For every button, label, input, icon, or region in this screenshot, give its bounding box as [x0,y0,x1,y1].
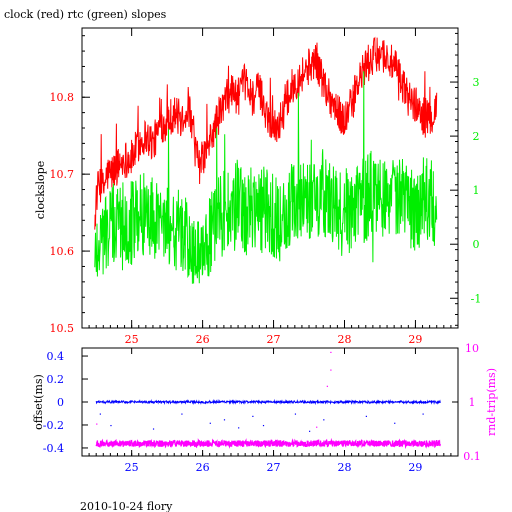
top-y-right-tick-label: 3 [473,76,480,89]
footer-caption: 2010-10-24 flory [80,500,173,512]
offset-outlier-point [294,413,297,415]
bottom-y-left-tick-label: -0.2 [43,419,64,432]
offset-outlier-point [252,415,254,417]
bottom-y-left-tick-label: -0.4 [43,442,64,455]
clock-slope-series [94,36,438,230]
top-y-right-tick-label: 0 [473,238,480,251]
bottom-x-tick-label: 26 [196,461,210,474]
bottom-x-tick-label: 27 [267,461,281,474]
rnd-trip-outlier-point [330,351,332,354]
bottom-y-left-tick-label: 0 [57,396,64,409]
chart-title: clock (red) rtc (green) slopes [4,8,167,21]
offset-outlier-point [238,427,240,429]
top-y-left-tick-label: 10.6 [50,245,75,258]
bottom-x-tick-label: 29 [408,461,422,474]
y-axis-label-clockslope: clockslope [34,161,47,219]
top-plot-frame [81,27,459,329]
rnd-trip-outlier-point [326,385,328,387]
bottom-x-tick-label: 28 [337,461,351,474]
top-y-right-tick-label: 2 [473,130,480,143]
top-x-tick-label: 25 [125,333,139,346]
offset-outlier-point [209,422,211,424]
top-x-tick-label: 28 [337,333,351,346]
offset-outlier-point [110,424,112,427]
offset-outlier-point [181,413,183,415]
bottom-y-left-tick-label: 0.2 [47,373,65,386]
bottom-plot-area: 25 26 27 28 29 0.4 0.2 0 -0.2 -0.4 10 1 0.1 [43,342,481,474]
offset-outlier-point [422,413,424,415]
offset-outlier-point [394,422,396,424]
top-y-right-tick-label: 1 [473,184,480,197]
offset-outlier-point [309,430,311,432]
bottom-x-tick-label: 25 [125,461,139,474]
offset-series [95,398,441,406]
top-x-tick-label: 27 [267,333,281,346]
top-plot-area: 25 26 27 28 29 10.5 10.6 10.7 10.8 -1 0 1 2 3 [50,27,482,346]
rtc-slope-series [94,71,438,284]
bottom-y-right-tick-label: 10 [465,342,479,355]
y-axis-label-offset: offset(ms) [32,374,45,430]
rnd-trip-outlier-point [316,426,318,428]
top-y-left-tick-label: 10.5 [50,322,75,335]
offset-outlier-point [365,415,367,417]
rnd-trip-outlier-point [330,369,332,371]
top-x-tick-label: 26 [196,333,210,346]
bottom-y-left-tick-label: 0.4 [47,350,65,363]
rnd-trip-series [95,437,441,450]
top-y-left-tick-label: 10.8 [50,91,75,104]
y-axis-label-rnd-trip: rnd-trip(ms) [485,368,498,436]
offset-outlier-point [99,413,101,415]
rnd-trip-outlier-point [96,423,98,425]
top-y-left-tick-label: 10.7 [50,168,75,181]
top-x-tick-label: 29 [408,333,422,346]
bottom-y-right-tick-label: 0.1 [463,450,481,463]
bottom-y-right-tick-label: 1 [469,396,476,409]
top-y-right-tick-label: -1 [471,292,482,305]
offset-outlier-point [223,419,226,421]
offset-outlier-point [262,424,265,427]
offset-outlier-point [323,419,325,421]
offset-outlier-point [152,428,155,430]
